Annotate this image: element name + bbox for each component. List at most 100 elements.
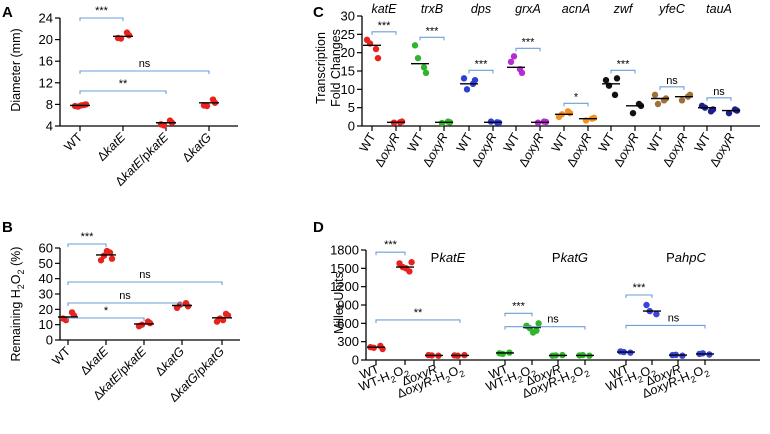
- data-point: [422, 69, 430, 77]
- y-tick-label: 25: [341, 27, 355, 42]
- significance-bracket: [706, 97, 732, 101]
- data-point: [97, 257, 105, 264]
- x-tick-label-part: oxyR: [664, 131, 690, 163]
- x-tick-label-part: WT: [61, 130, 85, 154]
- data-point: [138, 321, 146, 328]
- x-tick-label: ΔoxyR: [707, 131, 738, 170]
- promoter-label-prefix: P: [552, 250, 561, 265]
- data-point: [460, 75, 468, 82]
- x-tick-label-part: WT: [358, 362, 382, 382]
- gene-label: tauA: [706, 2, 732, 16]
- x-tick-label-part: WT: [487, 362, 511, 382]
- data-point: [411, 42, 419, 49]
- y-tick-label: 10: [39, 317, 53, 332]
- x-tick-label: WT: [358, 362, 382, 382]
- significance-bracket: [79, 17, 124, 21]
- x-tick-label-part: 2: [583, 368, 591, 379]
- x-tick-label: WT: [487, 362, 511, 382]
- significance-label: ***: [617, 58, 631, 70]
- x-tick-label: ΔoxyR: [420, 131, 451, 170]
- x-tick-label-part: oxyR: [520, 131, 546, 163]
- y-tick-label: 15: [341, 64, 355, 79]
- promoter-label: PkatG: [552, 250, 588, 265]
- x-tick-label: WT: [501, 130, 523, 154]
- y-tick-label: 30: [341, 9, 355, 24]
- gene-label: zwf: [613, 2, 634, 16]
- significance-label: ***: [633, 282, 647, 294]
- data-point: [590, 114, 598, 122]
- significance-bracket: [67, 281, 223, 285]
- data-point: [203, 102, 211, 110]
- x-tick-label-part: WT: [645, 130, 667, 154]
- panel-d-ylabel: Miller Units: [332, 272, 346, 334]
- y-tick-label: 600: [337, 316, 359, 331]
- x-tick-label-part: katG: [199, 344, 228, 373]
- panel-a-chart: Diameter (mm) 4812162024WTΔkatEΔkatE/pka…: [9, 5, 238, 189]
- x-tick-label: ΔkatE: [95, 130, 129, 164]
- x-tick-label-part: -H: [554, 369, 571, 387]
- y-tick-label: 0: [46, 333, 53, 348]
- significance-label: ***: [475, 58, 489, 70]
- y-tick-label: 50: [39, 256, 53, 271]
- significance-label: ns: [139, 269, 151, 281]
- panel-label-b: B: [2, 219, 13, 236]
- panel-c-chart: Transcription Fold Changes 0 5 10 15 20 25 30 k…: [314, 2, 760, 169]
- panel-b-ylabel-sub: 2: [16, 269, 26, 274]
- significance-bracket: [67, 317, 145, 321]
- x-tick-label-part: 2: [403, 368, 411, 379]
- significance-bracket: [504, 326, 586, 330]
- data-point: [100, 252, 108, 259]
- y-tick-label: 30: [39, 287, 53, 302]
- significance-bracket: [563, 102, 589, 107]
- data-point: [402, 265, 410, 272]
- panel-b-ylabel-sub: 2: [16, 284, 26, 289]
- x-tick-label-part: 2: [703, 368, 711, 379]
- data-point: [611, 91, 619, 99]
- significance-label: ns: [139, 58, 151, 70]
- x-tick-label-part: WT: [49, 344, 73, 368]
- gene-label: yfeC: [658, 2, 686, 16]
- significance-label: ***: [378, 20, 392, 32]
- significance-bracket: [67, 302, 183, 306]
- data-point: [487, 118, 495, 125]
- panel-b-ylabel-part: (%): [9, 247, 23, 270]
- significance-bracket: [371, 31, 397, 35]
- data-point: [535, 320, 542, 327]
- data-point: [146, 319, 154, 327]
- x-tick-label-part: oxyR: [615, 131, 641, 163]
- x-tick-label-part: oxyR: [711, 131, 737, 163]
- significance-label: ns: [119, 290, 131, 302]
- significance-bracket: [419, 36, 445, 41]
- x-tick-label-part: 2: [516, 374, 524, 385]
- data-point: [653, 310, 660, 318]
- x-tick-label-part: WT: [357, 130, 379, 154]
- data-point: [438, 119, 446, 127]
- data-point: [725, 109, 733, 117]
- y-tick-label: 5: [348, 100, 355, 115]
- x-tick-label-part: 2: [444, 374, 452, 385]
- y-tick-label: 40: [39, 271, 53, 286]
- x-tick-label: ΔoxyR: [372, 131, 403, 170]
- significance-label: **: [119, 78, 128, 90]
- x-tick-label: WT: [692, 130, 714, 154]
- y-tick-label: 60: [39, 241, 53, 256]
- x-tick-label-part: oxyR: [473, 131, 499, 163]
- x-tick-label-part: oxyR: [568, 131, 594, 163]
- y-tick-label: 0: [352, 353, 359, 368]
- x-tick-label-part: WT: [692, 130, 714, 154]
- y-tick-label: 1200: [330, 279, 359, 294]
- x-tick-label-part: 2: [530, 368, 538, 379]
- x-tick-label-part: 2: [569, 374, 577, 385]
- data-point: [510, 53, 518, 60]
- promoter-label: PkatE: [431, 250, 466, 265]
- y-tick-label: 300: [337, 334, 359, 349]
- x-tick-label: WT: [357, 130, 379, 154]
- promoter-label-gene: katG: [561, 250, 588, 265]
- x-tick-label: ΔoxyR: [564, 131, 595, 170]
- significance-bracket: [468, 69, 494, 74]
- y-tick-label: 16: [39, 54, 53, 69]
- x-tick-label: ΔkatG: [153, 344, 188, 379]
- panel-b-ylabel: Remaining H2O2 (%): [9, 247, 26, 362]
- significance-label: ns: [668, 312, 680, 324]
